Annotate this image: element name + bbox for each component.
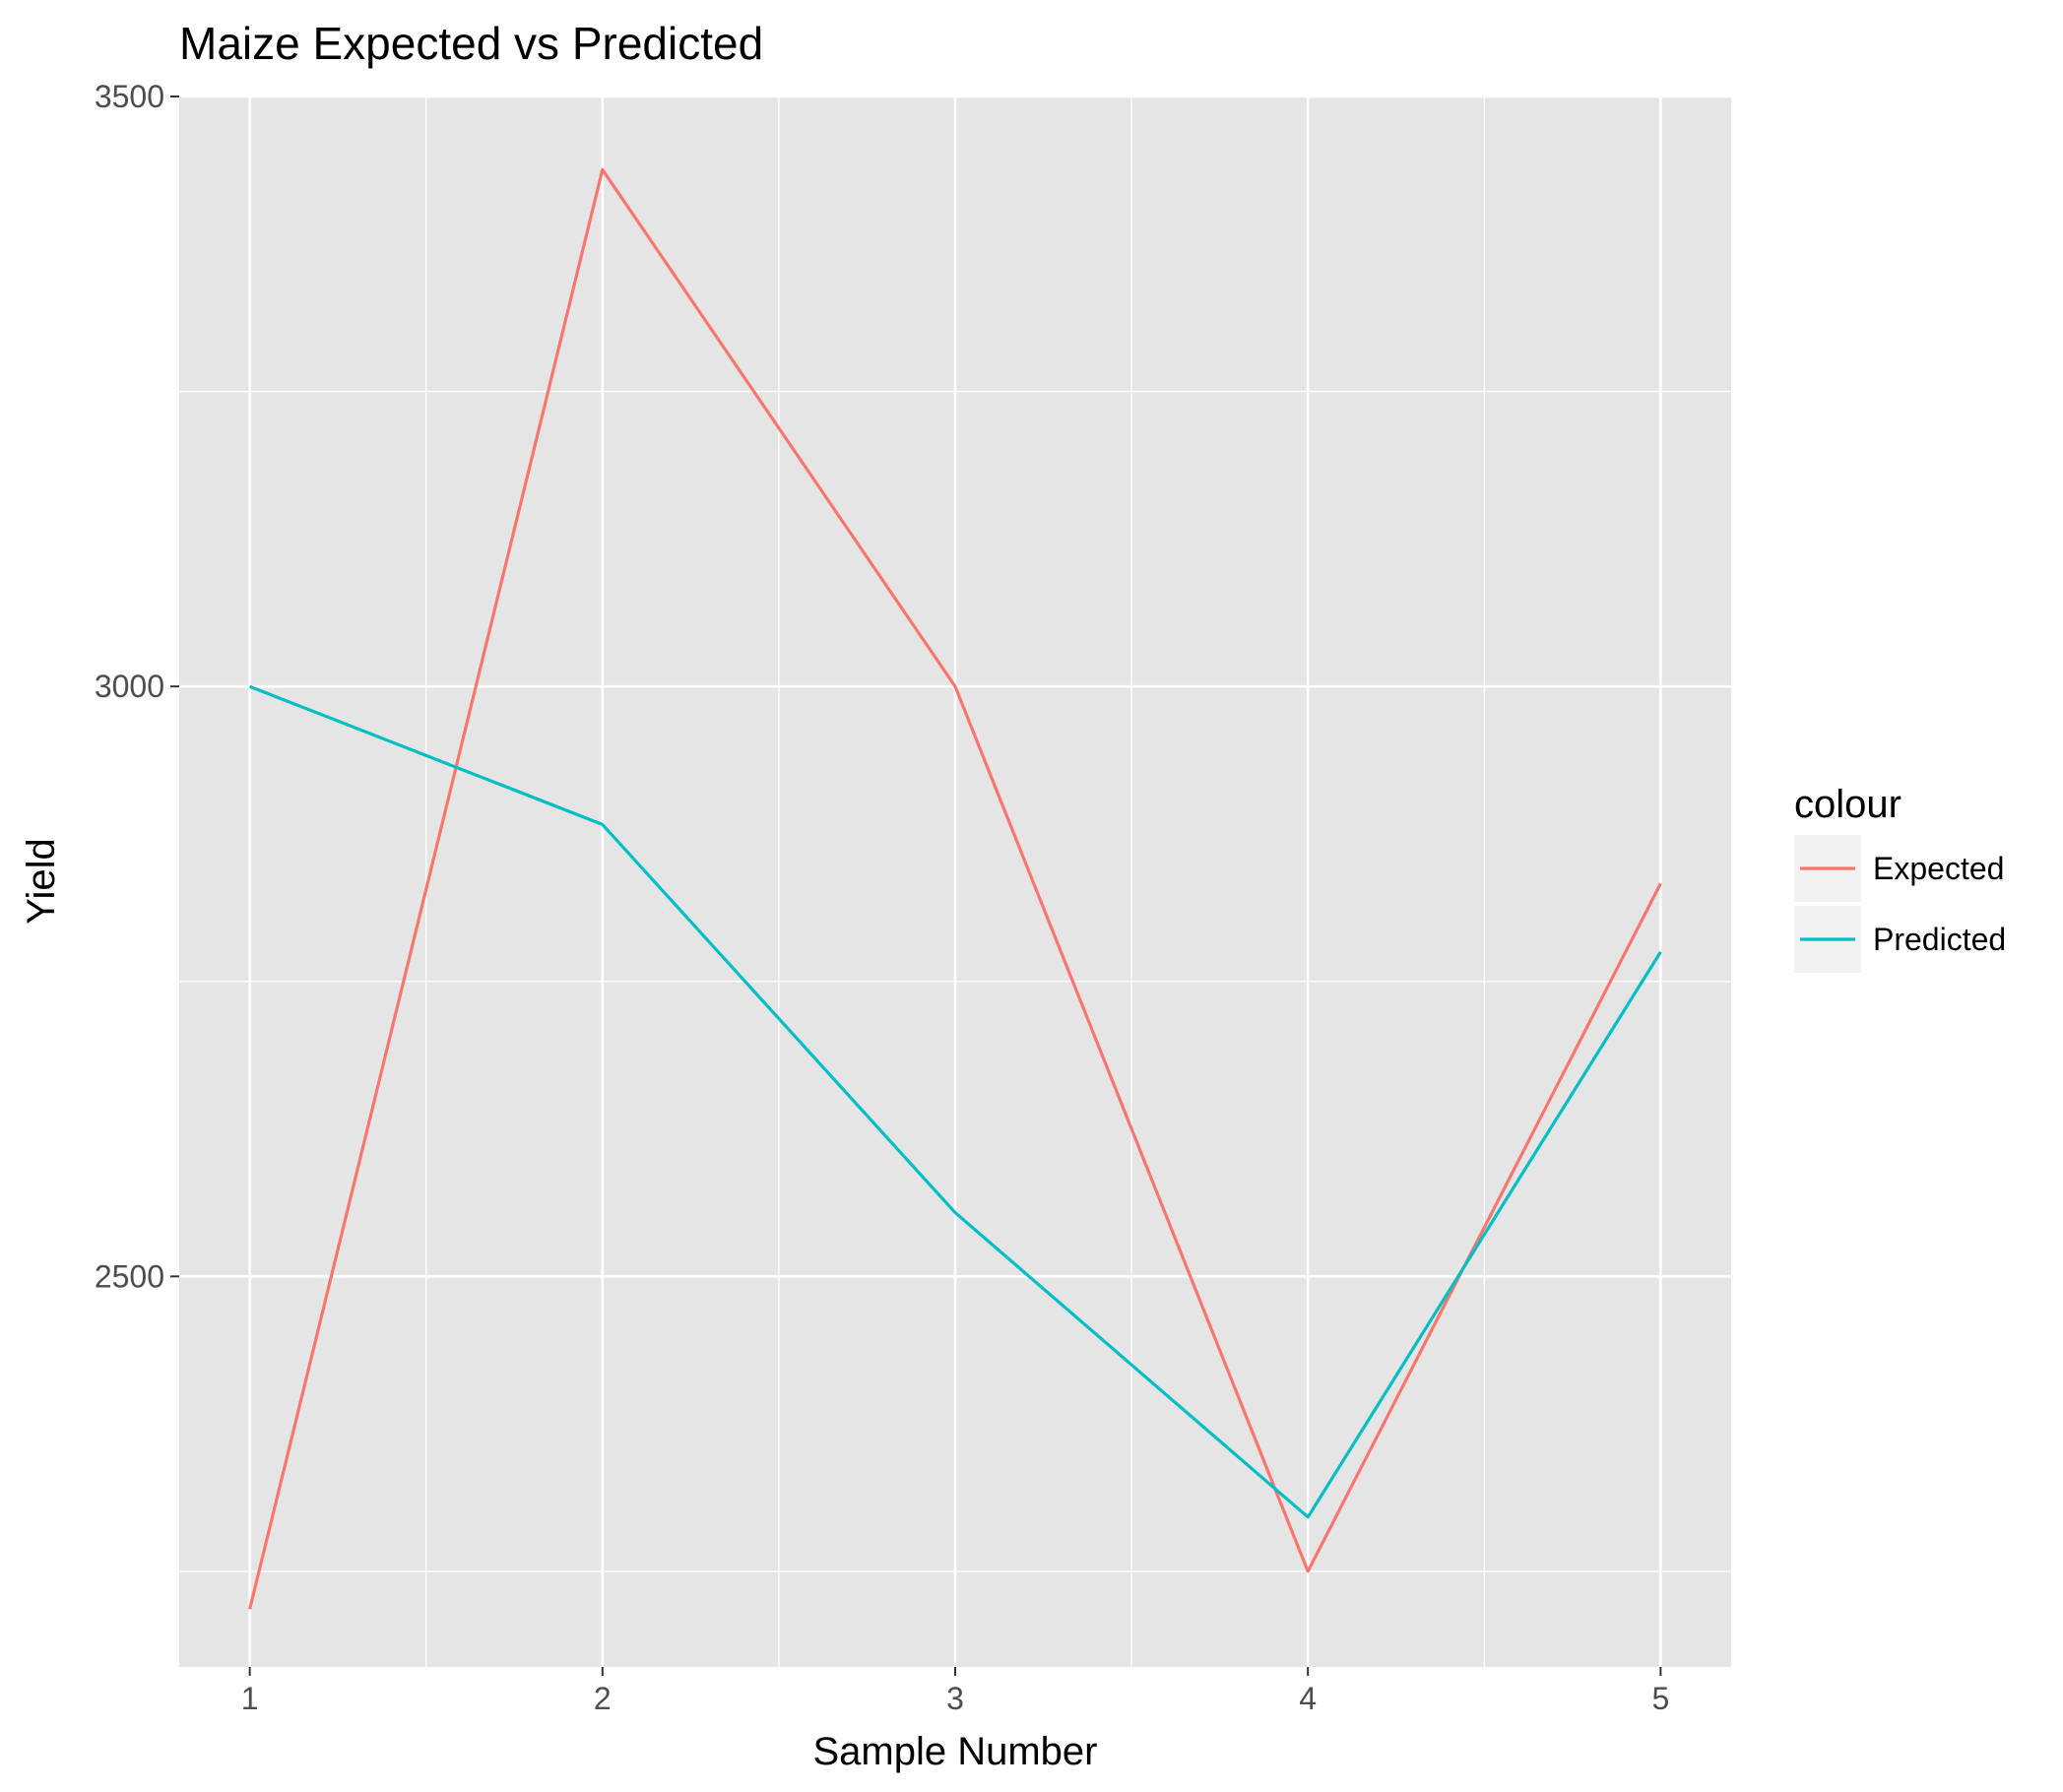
x-tick-label: 2	[594, 1681, 612, 1716]
x-tick-label: 5	[1651, 1681, 1669, 1716]
x-tick-label: 4	[1299, 1681, 1317, 1716]
legend-title: colour	[1794, 783, 1902, 826]
y-axis-title: Yield	[20, 838, 63, 924]
x-axis-title: Sample Number	[812, 1730, 1097, 1773]
chart-title: Maize Expected vs Predicted	[179, 18, 763, 69]
y-tick-label: 3000	[95, 669, 164, 704]
legend-label: Expected	[1873, 851, 2004, 886]
legend-label: Predicted	[1873, 922, 2006, 957]
y-tick-label: 2500	[95, 1258, 164, 1294]
y-tick-label: 3500	[95, 79, 164, 114]
legend: colour Expected Predicted	[1794, 783, 2006, 973]
series-line-predicted	[249, 684, 1662, 1519]
series-layer	[248, 167, 1662, 1610]
x-tick-label: 3	[946, 1681, 964, 1716]
x-tick-label: 1	[241, 1681, 259, 1716]
axes: 1 2 3 4 5 2500 3000 3500	[95, 79, 1669, 1716]
series-line-expected	[248, 167, 1662, 1610]
